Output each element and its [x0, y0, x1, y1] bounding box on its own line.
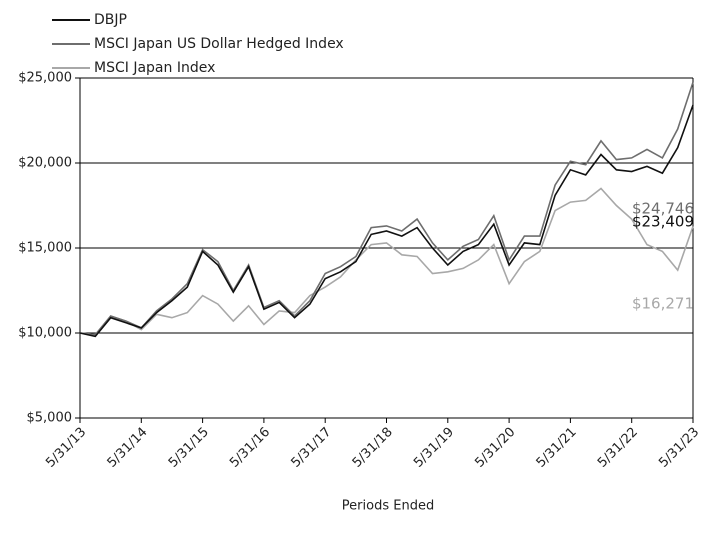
- x-tick-label: 5/31/15: [166, 425, 212, 471]
- x-tick-label: 5/31/16: [227, 425, 273, 471]
- end-label: $23,409: [632, 213, 694, 231]
- x-tick-label: 5/31/19: [411, 425, 457, 471]
- y-tick-label: $5,000: [27, 411, 73, 426]
- legend-label: MSCI Japan Index: [94, 60, 215, 76]
- y-tick-label: $10,000: [18, 326, 72, 341]
- series-line: [79, 82, 694, 336]
- y-tick-label: $25,000: [18, 71, 72, 86]
- x-tick-label: 5/31/13: [43, 425, 89, 471]
- x-tick-label: 5/31/14: [105, 425, 151, 471]
- x-tick-label: 5/31/17: [288, 425, 334, 471]
- x-tick-label: 5/31/22: [595, 425, 641, 471]
- x-tick-label: 5/31/23: [656, 425, 702, 471]
- end-label: $24,746: [632, 200, 694, 218]
- y-tick-label: $20,000: [18, 156, 72, 171]
- legend-label: MSCI Japan US Dollar Hedged Index: [94, 36, 344, 52]
- legend-label: DBJP: [94, 12, 127, 28]
- x-tick-label: 5/31/18: [350, 425, 396, 471]
- y-tick-label: $15,000: [18, 241, 72, 256]
- x-tick-label: 5/31/21: [534, 425, 580, 471]
- end-label: $16,271: [632, 295, 694, 313]
- series-line: [79, 187, 694, 336]
- x-tick-label: 5/31/20: [472, 425, 518, 471]
- x-axis-label: Periods Ended: [342, 499, 434, 514]
- series-line: [79, 104, 694, 338]
